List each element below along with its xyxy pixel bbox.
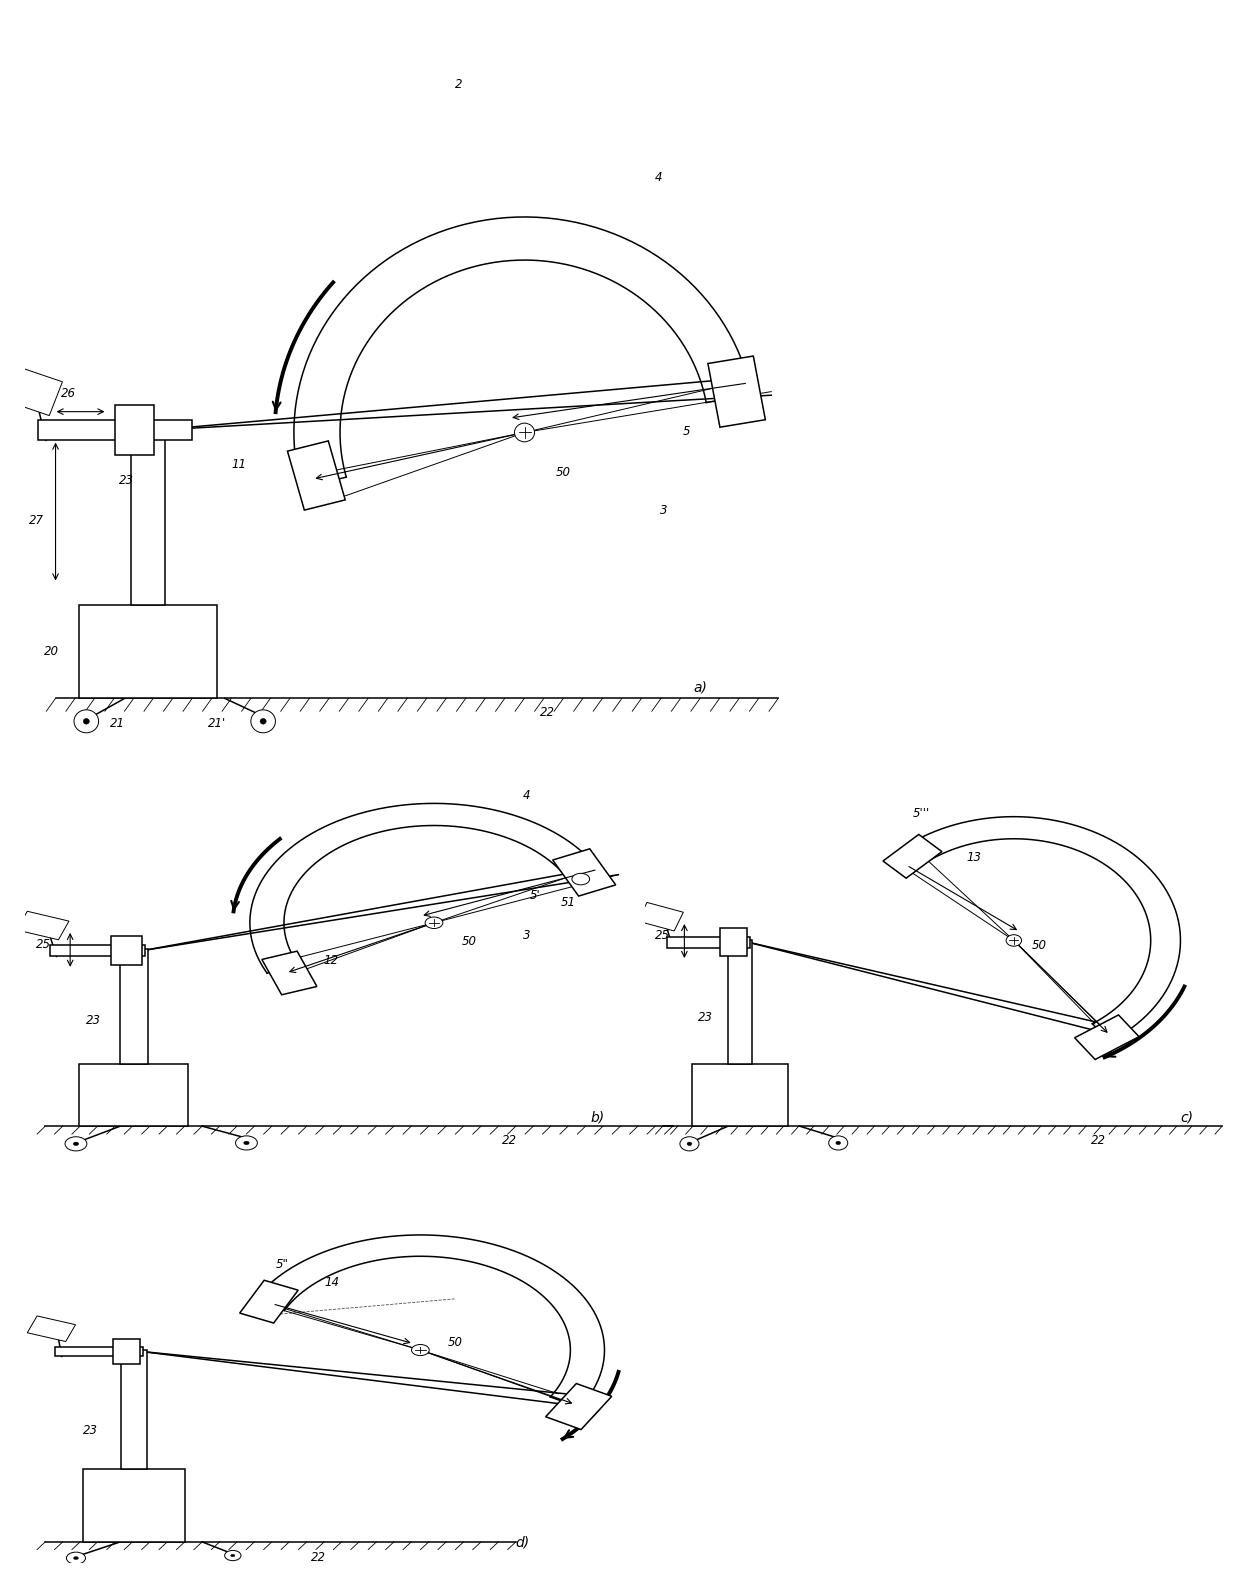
Circle shape [231, 1554, 234, 1557]
Text: 12: 12 [324, 954, 339, 966]
Circle shape [687, 1142, 692, 1146]
Text: 27: 27 [29, 515, 43, 527]
Text: a): a) [693, 681, 708, 695]
Bar [692, 1064, 787, 1126]
Text: 14: 14 [325, 1276, 340, 1288]
Text: 13: 13 [966, 851, 981, 864]
Text: 22: 22 [1091, 1134, 1106, 1146]
Bar [720, 927, 746, 957]
Polygon shape [1075, 1015, 1140, 1060]
Bar [120, 949, 148, 1064]
Polygon shape [262, 951, 317, 995]
Circle shape [64, 1137, 87, 1151]
Bar [122, 1350, 146, 1470]
Bar [728, 941, 751, 1064]
Text: 23: 23 [119, 474, 134, 488]
Circle shape [828, 1135, 848, 1150]
Text: 5''': 5''' [913, 807, 930, 820]
Polygon shape [883, 834, 942, 878]
Circle shape [236, 1135, 258, 1150]
Text: 4: 4 [523, 790, 531, 802]
Text: 50: 50 [448, 1336, 463, 1348]
Text: 22: 22 [502, 1134, 517, 1146]
Circle shape [680, 1137, 699, 1151]
Bar [112, 936, 141, 965]
Text: 20: 20 [45, 646, 60, 658]
Circle shape [412, 1344, 429, 1356]
Circle shape [425, 917, 443, 928]
Circle shape [250, 711, 275, 733]
Circle shape [244, 1142, 249, 1145]
Circle shape [74, 711, 99, 733]
Circle shape [73, 1557, 78, 1560]
Text: 51: 51 [560, 895, 575, 908]
Circle shape [67, 1552, 86, 1565]
Bar [79, 1064, 188, 1126]
Polygon shape [27, 1315, 76, 1342]
Polygon shape [288, 441, 345, 510]
Text: 25: 25 [36, 938, 51, 951]
Text: 11: 11 [232, 458, 247, 471]
Text: 3: 3 [660, 504, 667, 516]
Circle shape [83, 718, 89, 725]
Text: d): d) [516, 1535, 529, 1549]
Polygon shape [708, 355, 765, 428]
Text: 50: 50 [461, 935, 476, 947]
Polygon shape [0, 365, 62, 415]
Text: 5": 5" [275, 1257, 289, 1271]
Text: 5': 5' [529, 889, 541, 902]
Text: 21: 21 [109, 717, 124, 729]
Text: 4: 4 [655, 171, 662, 185]
Polygon shape [239, 1281, 298, 1323]
Bar [115, 406, 154, 455]
Bar [78, 605, 217, 698]
Text: c): c) [1180, 1110, 1193, 1124]
Circle shape [572, 873, 590, 884]
Bar [55, 1347, 144, 1356]
Polygon shape [546, 1383, 611, 1429]
Text: 3: 3 [523, 928, 531, 941]
Text: 23: 23 [698, 1011, 713, 1023]
Text: 50: 50 [1032, 940, 1047, 952]
Bar [50, 946, 145, 957]
Polygon shape [17, 911, 69, 940]
Text: 25: 25 [655, 928, 670, 941]
Text: 22: 22 [541, 706, 556, 720]
Circle shape [224, 1551, 241, 1560]
Text: 50: 50 [556, 466, 570, 478]
Circle shape [836, 1142, 841, 1145]
Bar [38, 420, 192, 441]
Text: 22: 22 [311, 1551, 326, 1565]
Polygon shape [637, 903, 683, 932]
Circle shape [260, 718, 267, 725]
Bar [113, 1339, 140, 1364]
Bar [83, 1470, 185, 1541]
Text: 26: 26 [61, 387, 77, 401]
Polygon shape [553, 850, 616, 897]
Text: 23: 23 [87, 1014, 102, 1026]
Text: 5: 5 [683, 425, 691, 437]
Text: b): b) [591, 1110, 605, 1124]
Bar [130, 425, 165, 605]
Circle shape [73, 1142, 78, 1146]
Circle shape [515, 423, 534, 442]
Bar [667, 936, 750, 947]
Text: 23: 23 [83, 1424, 98, 1437]
Circle shape [1006, 935, 1022, 946]
Text: 21': 21' [208, 717, 226, 729]
Text: 2: 2 [455, 77, 463, 90]
